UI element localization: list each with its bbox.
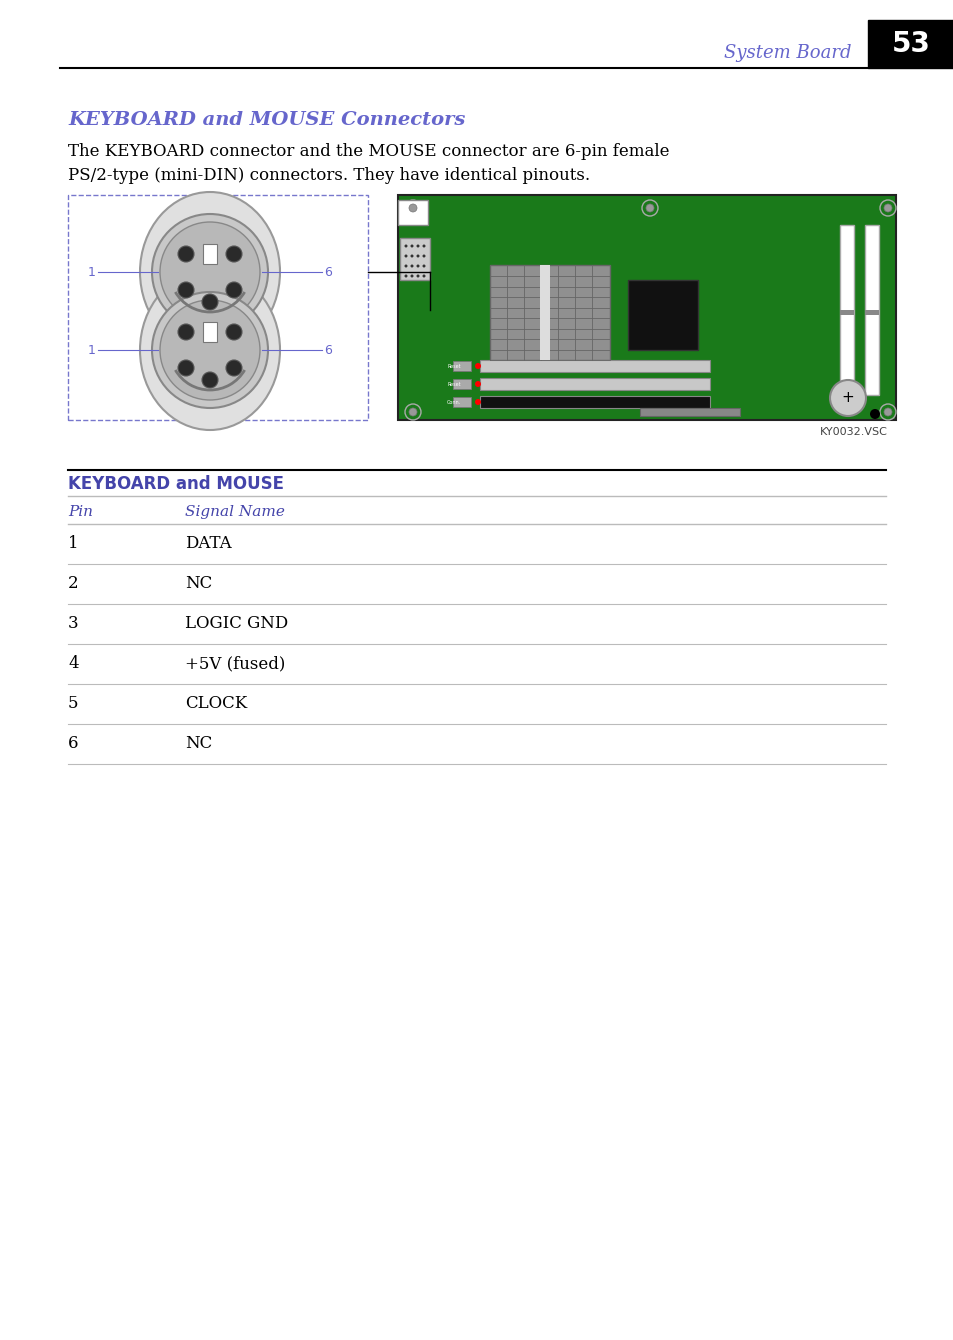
Text: KEYBOARD and MOUSE: KEYBOARD and MOUSE xyxy=(68,474,284,493)
Circle shape xyxy=(883,407,891,415)
Circle shape xyxy=(404,255,407,257)
Circle shape xyxy=(226,247,242,263)
Circle shape xyxy=(226,360,242,377)
Circle shape xyxy=(226,324,242,340)
Bar xyxy=(203,322,216,342)
Bar xyxy=(490,265,609,360)
Circle shape xyxy=(641,200,658,216)
Circle shape xyxy=(404,264,407,268)
Text: KEYBOARD and MOUSE Connectors: KEYBOARD and MOUSE Connectors xyxy=(68,111,465,129)
Circle shape xyxy=(869,409,879,419)
Bar xyxy=(867,20,953,68)
Text: +5V (fused): +5V (fused) xyxy=(185,655,285,673)
Circle shape xyxy=(416,255,419,257)
Circle shape xyxy=(178,281,193,297)
Circle shape xyxy=(178,247,193,263)
Bar xyxy=(397,196,895,419)
Circle shape xyxy=(416,275,419,277)
Text: 4: 4 xyxy=(68,655,78,673)
Circle shape xyxy=(416,244,419,248)
Circle shape xyxy=(416,264,419,268)
Bar xyxy=(627,280,698,350)
Circle shape xyxy=(410,244,413,248)
Circle shape xyxy=(410,255,413,257)
Circle shape xyxy=(645,204,654,212)
Bar xyxy=(479,360,709,373)
Text: 1: 1 xyxy=(88,343,96,356)
Text: LOGIC GND: LOGIC GND xyxy=(185,615,288,632)
Text: MOUSE: MOUSE xyxy=(195,205,240,218)
Text: Signal Name: Signal Name xyxy=(185,505,285,519)
Circle shape xyxy=(410,275,413,277)
Circle shape xyxy=(475,399,480,405)
Circle shape xyxy=(202,293,218,310)
Bar xyxy=(453,379,471,389)
Circle shape xyxy=(422,244,425,248)
Text: Pin: Pin xyxy=(68,505,92,519)
Circle shape xyxy=(422,255,425,257)
Text: 6: 6 xyxy=(68,736,78,753)
Bar xyxy=(479,378,709,390)
Circle shape xyxy=(879,403,895,419)
Bar xyxy=(68,196,368,419)
Text: 1: 1 xyxy=(88,265,96,279)
Text: The KEYBOARD connector and the MOUSE connector are 6-pin female: The KEYBOARD connector and the MOUSE con… xyxy=(68,143,669,161)
Circle shape xyxy=(405,403,420,419)
Text: CLOCK: CLOCK xyxy=(185,695,247,713)
Circle shape xyxy=(152,214,268,330)
Bar xyxy=(453,360,471,371)
Circle shape xyxy=(404,244,407,248)
Circle shape xyxy=(829,381,865,415)
Ellipse shape xyxy=(140,269,280,430)
Circle shape xyxy=(202,373,218,389)
Bar xyxy=(397,200,428,225)
Bar xyxy=(539,265,550,360)
Text: 5: 5 xyxy=(68,695,78,713)
Text: Reset: Reset xyxy=(447,363,460,369)
Bar xyxy=(203,244,216,264)
Circle shape xyxy=(226,281,242,297)
Bar xyxy=(399,239,430,280)
Bar xyxy=(864,310,878,315)
Circle shape xyxy=(409,407,416,415)
Circle shape xyxy=(879,200,895,216)
Circle shape xyxy=(475,381,480,387)
Text: 53: 53 xyxy=(891,29,929,58)
Circle shape xyxy=(422,264,425,268)
Text: 1: 1 xyxy=(68,536,78,552)
Circle shape xyxy=(178,324,193,340)
Circle shape xyxy=(160,222,260,322)
Text: 3: 3 xyxy=(68,615,78,632)
Circle shape xyxy=(178,360,193,377)
Circle shape xyxy=(152,292,268,407)
Bar xyxy=(840,310,853,315)
Bar xyxy=(840,225,853,395)
Text: 2: 2 xyxy=(68,575,78,592)
Bar xyxy=(864,225,878,395)
Bar xyxy=(639,407,740,415)
Bar xyxy=(453,397,471,407)
Circle shape xyxy=(405,200,420,216)
Text: 6: 6 xyxy=(324,343,332,356)
Circle shape xyxy=(160,300,260,401)
Circle shape xyxy=(404,275,407,277)
Text: System Board: System Board xyxy=(723,44,851,62)
Text: DATA: DATA xyxy=(185,536,232,552)
Bar xyxy=(479,397,709,407)
Circle shape xyxy=(475,363,480,369)
Ellipse shape xyxy=(140,192,280,352)
Text: 6: 6 xyxy=(324,265,332,279)
Circle shape xyxy=(422,275,425,277)
Circle shape xyxy=(409,204,416,212)
Circle shape xyxy=(410,264,413,268)
Text: Conn.: Conn. xyxy=(446,399,460,405)
Text: NC: NC xyxy=(185,575,212,592)
Text: KEYBOARD: KEYBOARD xyxy=(184,395,252,409)
Text: Reset: Reset xyxy=(447,382,460,386)
Text: +: + xyxy=(841,390,854,406)
Text: NC: NC xyxy=(185,736,212,753)
Circle shape xyxy=(883,204,891,212)
Text: PS/2-type (mini-DIN) connectors. They have identical pinouts.: PS/2-type (mini-DIN) connectors. They ha… xyxy=(68,166,590,184)
Text: KY0032.VSC: KY0032.VSC xyxy=(820,427,887,437)
